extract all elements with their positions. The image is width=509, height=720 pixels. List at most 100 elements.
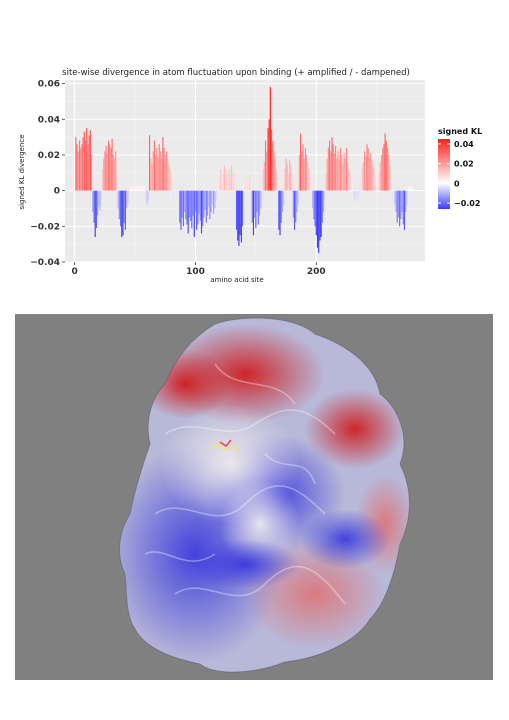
bar xyxy=(89,129,91,191)
bar xyxy=(320,190,322,238)
bar xyxy=(243,183,245,191)
bar xyxy=(279,190,281,236)
bar xyxy=(109,144,111,191)
bar xyxy=(373,169,375,191)
bar xyxy=(101,169,104,191)
bar xyxy=(264,140,267,191)
bar xyxy=(238,190,240,246)
bar xyxy=(397,190,399,218)
bar xyxy=(356,190,358,200)
bar xyxy=(107,140,110,191)
bar xyxy=(119,190,122,227)
bar xyxy=(302,144,304,191)
bar xyxy=(408,187,410,191)
bar xyxy=(213,190,215,214)
bar xyxy=(258,190,261,216)
bar xyxy=(188,190,191,218)
bar xyxy=(156,147,158,191)
bar xyxy=(368,158,371,191)
bar xyxy=(82,137,84,191)
bar xyxy=(173,190,175,198)
bar xyxy=(84,140,87,191)
bar xyxy=(169,169,171,191)
bar xyxy=(297,190,299,205)
bar xyxy=(105,146,107,191)
bar xyxy=(83,131,85,191)
bar xyxy=(261,190,263,202)
bar xyxy=(399,190,401,227)
x-axis-label: amino acid site xyxy=(210,276,263,284)
bar xyxy=(132,183,134,191)
bar xyxy=(405,190,407,213)
bar xyxy=(319,190,321,241)
bar xyxy=(140,187,142,191)
bar xyxy=(345,147,348,191)
bar xyxy=(158,144,160,191)
bar xyxy=(97,190,99,216)
bar xyxy=(412,188,414,191)
bar xyxy=(99,190,101,211)
bar xyxy=(161,158,163,191)
bar xyxy=(395,190,397,213)
legend-tick-label: 0 xyxy=(454,179,460,188)
bar xyxy=(407,185,409,191)
bar xyxy=(193,190,195,238)
bar xyxy=(192,190,194,216)
bar xyxy=(199,190,201,221)
bar xyxy=(309,176,311,191)
bar xyxy=(396,190,398,223)
bar xyxy=(204,190,206,211)
bar xyxy=(196,190,198,230)
bar xyxy=(293,190,296,230)
y-tick-label: 0.04 xyxy=(38,115,60,125)
bar xyxy=(337,151,339,191)
bar xyxy=(157,156,159,191)
bar xyxy=(287,172,290,191)
bar xyxy=(111,138,113,191)
bar xyxy=(388,154,390,191)
bar xyxy=(167,158,169,191)
bar xyxy=(171,190,174,196)
bar xyxy=(92,190,94,213)
bar xyxy=(393,190,395,195)
bar xyxy=(385,140,387,191)
bar xyxy=(231,165,233,191)
bar xyxy=(214,190,216,209)
bar xyxy=(81,144,83,191)
bar xyxy=(134,187,136,191)
bar xyxy=(112,154,114,191)
bar xyxy=(353,190,355,198)
bar xyxy=(186,190,188,225)
bar xyxy=(280,190,282,223)
bar xyxy=(327,147,329,191)
bar xyxy=(104,151,106,191)
bar xyxy=(339,147,342,191)
bar xyxy=(308,169,310,191)
bar xyxy=(351,183,354,191)
bar xyxy=(146,190,148,205)
bar xyxy=(275,169,277,191)
bar xyxy=(312,190,314,209)
bar xyxy=(129,185,131,191)
bar xyxy=(268,119,270,191)
bar xyxy=(338,160,340,191)
bar xyxy=(150,158,152,191)
bar xyxy=(349,172,351,191)
bar xyxy=(322,190,325,213)
bar xyxy=(291,174,293,191)
bar xyxy=(355,190,357,196)
bar xyxy=(116,172,118,191)
bar xyxy=(190,190,192,221)
bar xyxy=(367,147,369,191)
bar xyxy=(348,169,350,191)
bar xyxy=(227,178,229,191)
bar xyxy=(313,190,315,220)
bar xyxy=(202,190,204,227)
bar xyxy=(86,128,88,191)
bar xyxy=(390,190,392,196)
bar xyxy=(122,190,124,236)
bar xyxy=(75,137,77,191)
x-tick-label: 200 xyxy=(307,267,326,277)
bar xyxy=(360,190,362,195)
bar xyxy=(326,158,328,191)
